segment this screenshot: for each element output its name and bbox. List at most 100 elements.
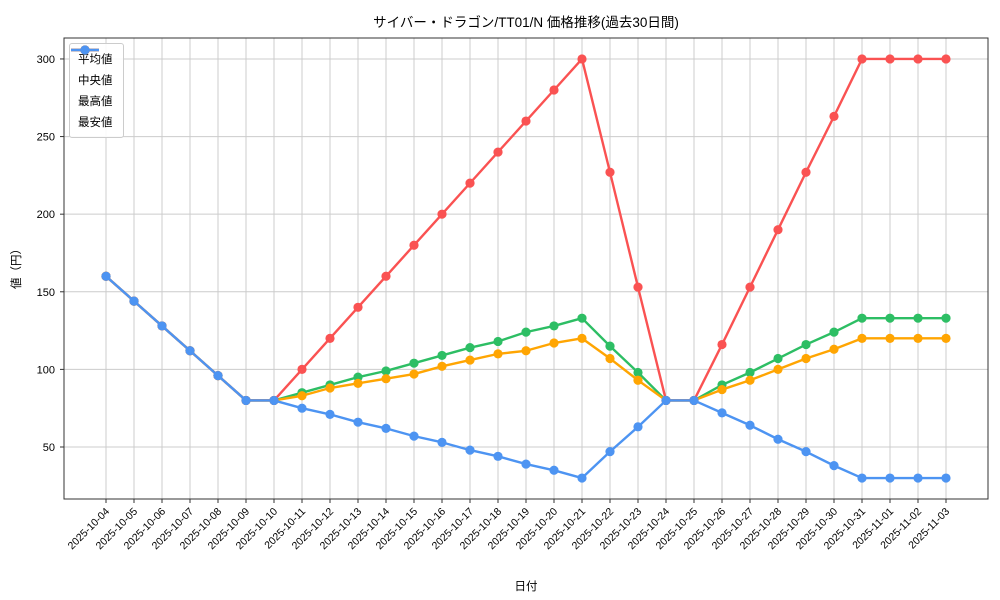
series-min-marker — [353, 417, 363, 427]
series-average-marker — [913, 313, 923, 323]
series-min-marker — [437, 437, 447, 447]
series-min-marker — [269, 395, 279, 406]
x-axis-label: 日付 — [514, 581, 538, 593]
series-max-marker — [941, 54, 951, 64]
series-median-marker — [325, 383, 335, 393]
series-median-marker — [297, 391, 307, 401]
series-min-marker — [577, 473, 587, 483]
series-min-marker — [633, 422, 643, 432]
series-max-marker — [717, 339, 727, 350]
y-tick-label: 150 — [37, 287, 55, 299]
series-average-marker — [773, 353, 783, 364]
series-max-marker — [773, 225, 783, 235]
series-median-marker — [437, 361, 447, 371]
series-min-marker — [689, 395, 699, 406]
series-median-marker — [465, 355, 475, 365]
series-average-marker — [549, 321, 559, 331]
series-min-marker — [941, 473, 951, 483]
series-max-marker — [885, 54, 895, 64]
series-max-marker — [829, 111, 839, 121]
series-median-marker — [745, 375, 755, 385]
series-median-marker — [521, 346, 531, 356]
series-average-marker — [885, 313, 895, 323]
legend-label: 最安値 — [78, 117, 113, 129]
series-average-marker — [745, 367, 755, 378]
series-min-marker — [605, 447, 615, 457]
series-max-marker — [325, 333, 335, 343]
series-max-marker — [801, 167, 811, 177]
series-average-marker — [857, 313, 867, 323]
series-median-marker — [857, 333, 867, 343]
series-min — [101, 271, 951, 483]
series-min-marker — [157, 321, 167, 331]
series-min-marker — [101, 271, 111, 281]
series-min-marker — [381, 423, 391, 433]
x-tick-labels: 2025-10-042025-10-052025-10-062025-10-07… — [66, 506, 953, 553]
series-median-marker — [409, 369, 419, 379]
series-min-marker — [241, 395, 251, 406]
series-average-marker — [941, 313, 951, 323]
legend-label: 平均値 — [78, 54, 113, 66]
series-max-marker — [437, 209, 447, 219]
series-median-marker — [829, 344, 839, 354]
series-max-marker — [745, 282, 755, 292]
series-min-marker — [885, 473, 895, 483]
axis-ticks — [60, 58, 947, 503]
series-median-marker — [577, 333, 587, 343]
chart-title: サイバー・ドラゴン/TT01/N 価格推移(過去30日間) — [373, 15, 679, 30]
series-min-marker — [829, 461, 839, 471]
series-min-marker — [745, 420, 755, 430]
series-min-marker — [913, 473, 923, 483]
legend-label: 最高値 — [78, 96, 113, 108]
series-max-marker — [577, 54, 587, 64]
y-tick-label: 200 — [37, 209, 55, 221]
series-max-marker — [409, 240, 419, 250]
series-min-marker — [717, 408, 727, 418]
series-average-marker — [493, 336, 503, 347]
series-average-marker — [829, 327, 839, 337]
series-median-marker — [801, 353, 811, 364]
y-tick-labels: 50 100 150 200 250 300 — [37, 54, 55, 454]
series-min-marker — [801, 447, 811, 457]
series-average-marker — [801, 339, 811, 350]
series-min-marker — [129, 296, 139, 306]
series-max-marker — [353, 302, 363, 312]
series-max-marker — [633, 282, 643, 292]
series-max-marker — [521, 116, 531, 126]
legend-item-max: 最高値 — [71, 45, 113, 109]
y-tick-label: 300 — [37, 54, 55, 66]
series-min-marker — [325, 409, 335, 420]
series-min-marker — [493, 451, 503, 461]
series-median-marker — [941, 333, 951, 343]
series-median-marker — [913, 333, 923, 343]
series-max-marker — [493, 147, 503, 157]
series-average-marker — [633, 367, 643, 378]
series-median-marker — [493, 349, 503, 359]
series-min-marker — [213, 371, 223, 381]
series-min-marker — [857, 473, 867, 483]
series-average-marker — [605, 341, 615, 351]
series-min-marker — [773, 434, 783, 444]
series-median-marker — [773, 364, 783, 374]
legend-item-median: 中央値 — [71, 45, 113, 88]
y-tick-label: 250 — [37, 132, 55, 144]
series-max-marker — [381, 271, 391, 281]
legend-item-min: 最安値 — [71, 45, 113, 130]
series-median-marker — [633, 375, 643, 385]
series-average-marker — [409, 358, 419, 368]
series-median-marker — [549, 338, 559, 348]
series-max-marker — [549, 85, 559, 95]
series-median-marker — [717, 384, 727, 395]
series-min-marker — [297, 403, 307, 413]
series-median-marker — [605, 353, 615, 364]
series-min-marker — [521, 459, 531, 469]
y-tick-label: 100 — [37, 364, 55, 376]
legend-min-marker-icon — [71, 45, 99, 55]
series-median-marker — [885, 333, 895, 343]
series-average-marker — [577, 313, 587, 323]
series-average-marker — [437, 350, 447, 361]
series-min-marker — [465, 445, 475, 455]
series-median-marker — [381, 374, 391, 384]
